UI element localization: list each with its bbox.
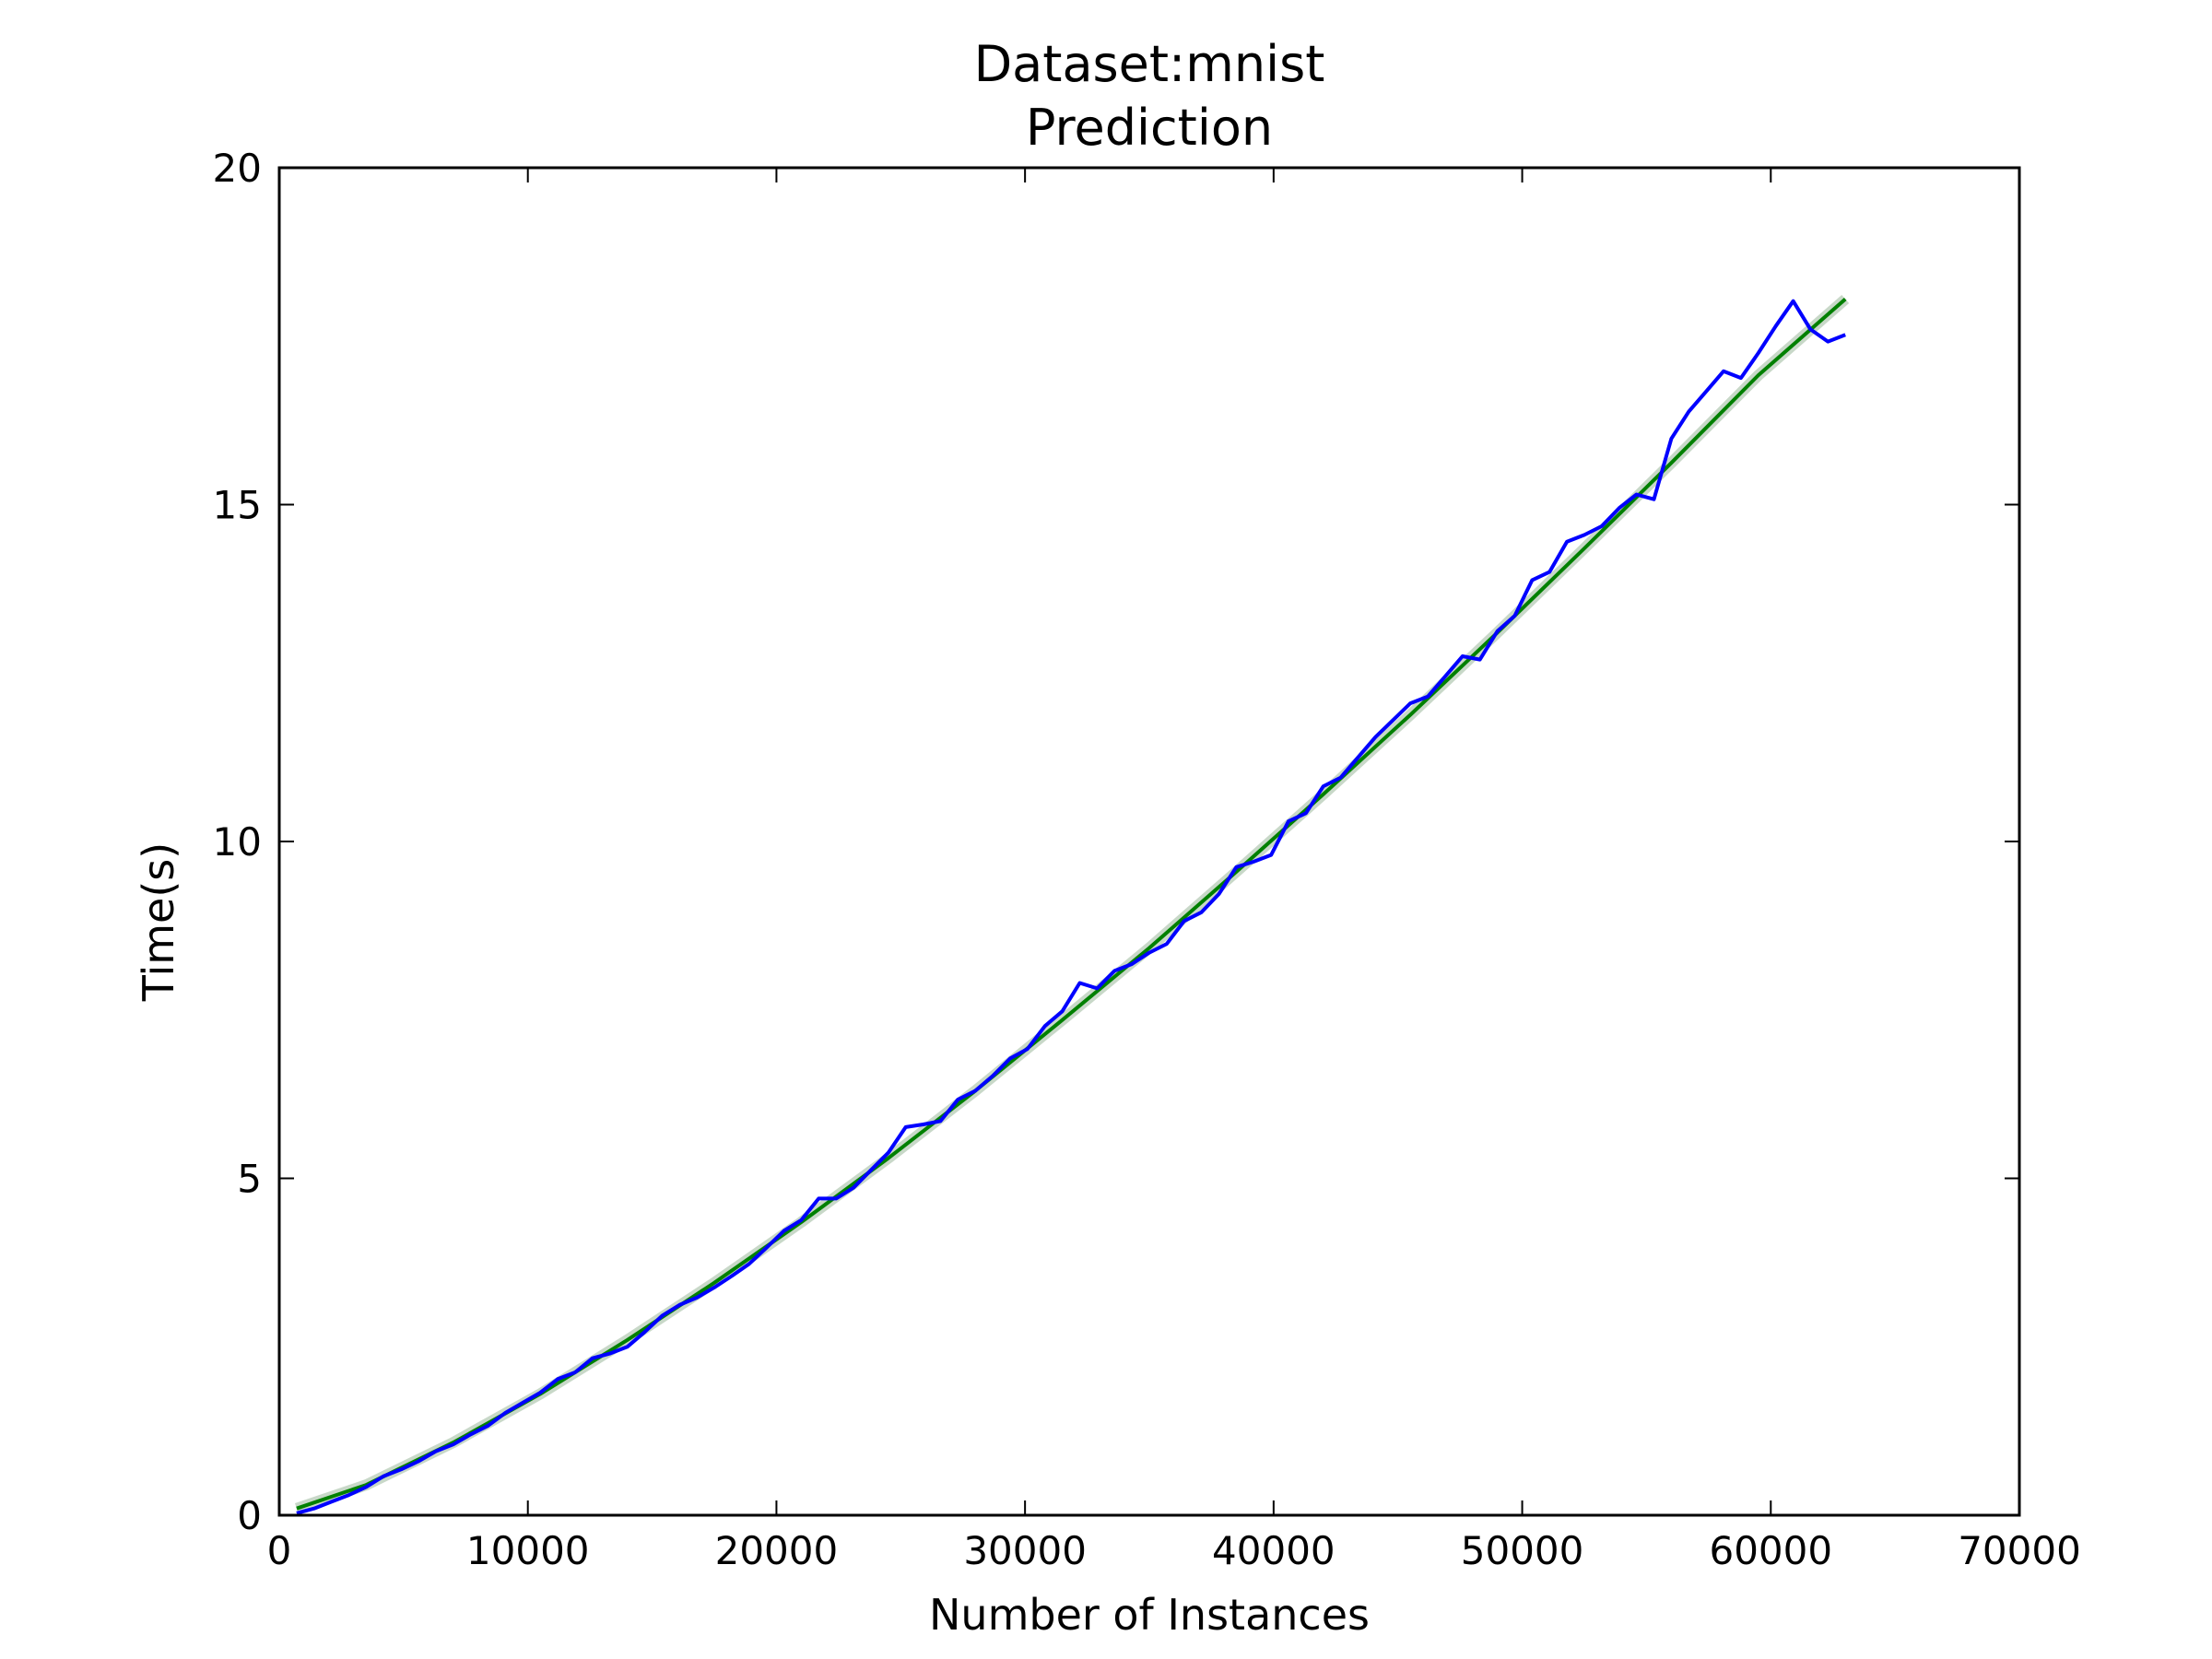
chart-subtitle: Prediction bbox=[1026, 99, 1273, 157]
x-tick-label: 0 bbox=[267, 1528, 292, 1573]
x-tick-label: 10000 bbox=[466, 1528, 590, 1573]
plot-frame bbox=[277, 166, 2021, 1517]
series-line-measured bbox=[296, 299, 1846, 1515]
x-tick-label: 30000 bbox=[963, 1528, 1087, 1573]
chart-title: Dataset:mnist bbox=[974, 35, 1325, 93]
x-axis-label: Number of Instances bbox=[929, 1590, 1370, 1640]
x-tick-label: 60000 bbox=[1709, 1528, 1832, 1573]
x-tick-label: 40000 bbox=[1212, 1528, 1335, 1573]
plot-area bbox=[294, 294, 1850, 1515]
y-tick-label: 20 bbox=[213, 146, 262, 191]
x-tick-label: 70000 bbox=[1958, 1528, 2081, 1573]
y-tick-label: 10 bbox=[213, 819, 262, 865]
y-tick-label: 0 bbox=[237, 1493, 262, 1538]
y-tick-label: 5 bbox=[237, 1157, 262, 1202]
x-tick-label: 20000 bbox=[715, 1528, 839, 1573]
x-tick-label: 50000 bbox=[1461, 1528, 1584, 1573]
y-axis-label: Time(s) bbox=[134, 842, 183, 1002]
axis-ticks: 0 10000 20000 30000 40000 50000 60000 70000 0 5 10… bbox=[213, 146, 2081, 1573]
y-tick-label: 15 bbox=[213, 483, 262, 528]
